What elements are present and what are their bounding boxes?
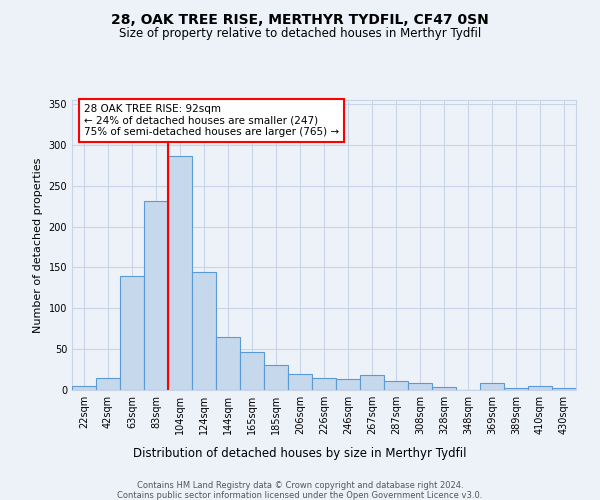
Bar bbox=[288, 374, 312, 390]
Bar bbox=[144, 202, 168, 390]
Bar bbox=[264, 364, 288, 390]
Bar bbox=[552, 388, 576, 390]
Text: 28 OAK TREE RISE: 92sqm
← 24% of detached houses are smaller (247)
75% of semi-d: 28 OAK TREE RISE: 92sqm ← 24% of detache… bbox=[84, 104, 339, 138]
Bar bbox=[312, 378, 336, 390]
Bar bbox=[384, 381, 408, 390]
Bar bbox=[480, 382, 504, 390]
Text: Size of property relative to detached houses in Merthyr Tydfil: Size of property relative to detached ho… bbox=[119, 28, 481, 40]
Bar bbox=[504, 388, 528, 390]
Bar bbox=[192, 272, 216, 390]
Bar bbox=[360, 376, 384, 390]
Bar bbox=[408, 382, 432, 390]
Bar bbox=[336, 378, 360, 390]
Text: Distribution of detached houses by size in Merthyr Tydfil: Distribution of detached houses by size … bbox=[133, 448, 467, 460]
Bar bbox=[216, 337, 240, 390]
Bar bbox=[528, 386, 552, 390]
Bar bbox=[240, 352, 264, 390]
Bar bbox=[432, 386, 456, 390]
Text: Contains public sector information licensed under the Open Government Licence v3: Contains public sector information licen… bbox=[118, 491, 482, 500]
Bar bbox=[96, 378, 120, 390]
Text: Contains HM Land Registry data © Crown copyright and database right 2024.: Contains HM Land Registry data © Crown c… bbox=[137, 481, 463, 490]
Bar bbox=[120, 276, 144, 390]
Bar bbox=[72, 386, 96, 390]
Bar bbox=[168, 156, 192, 390]
Text: 28, OAK TREE RISE, MERTHYR TYDFIL, CF47 0SN: 28, OAK TREE RISE, MERTHYR TYDFIL, CF47 … bbox=[111, 12, 489, 26]
Y-axis label: Number of detached properties: Number of detached properties bbox=[33, 158, 43, 332]
